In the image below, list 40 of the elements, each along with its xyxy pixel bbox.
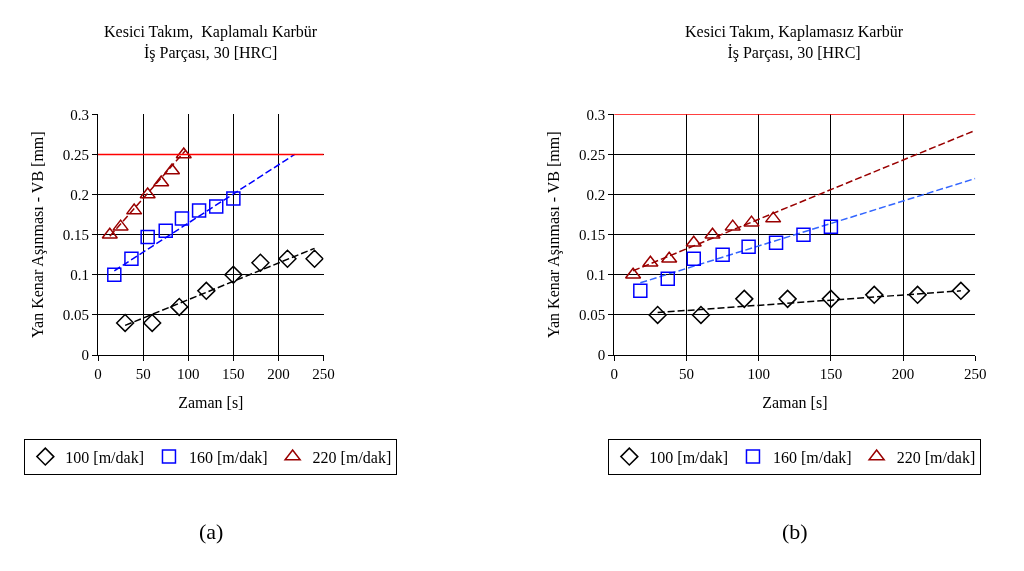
text: (a): [199, 519, 224, 544]
y-tick-label: 0.3: [586, 106, 606, 123]
y-tick-label: 0.05: [579, 307, 606, 324]
y-tick-label: 0.2: [70, 186, 90, 203]
chart-title: Kesici Takım, Kaplamasız Karbür İş Parçası, 30 [HRC]: [685, 23, 904, 62]
y-tick-label: 0.05: [62, 307, 90, 324]
y-tick-label: 0.25: [62, 146, 90, 163]
y-tick-label: 0.15: [579, 226, 606, 243]
x-tick-label: 200: [891, 366, 915, 383]
x-axis-title: Zaman [s]: [178, 393, 244, 411]
y-tick-label: 0.1: [586, 267, 606, 284]
y-tick-label: 0.2: [586, 186, 606, 203]
x-tick-label: 0: [94, 366, 102, 383]
y-tick-label: 0.1: [70, 267, 90, 284]
y-tick-label: 0: [81, 347, 90, 364]
text: (b): [782, 519, 808, 544]
legend-label: 220 [m/dak]: [312, 448, 392, 466]
x-tick-label: 50: [135, 366, 151, 383]
legend-label: 160 [m/dak]: [772, 448, 852, 466]
x-tick-label: 50: [679, 366, 695, 383]
x-tick-label: 150: [819, 366, 843, 383]
x-tick-label: 100: [747, 366, 770, 383]
y-axis-title: Yan Kenar Aşınması - VB [mm]: [28, 131, 47, 338]
x-tick-label: 100: [177, 366, 200, 383]
x-tick-label: 0: [610, 366, 619, 383]
chart-title: Kesici Takım, Kaplamalı Karbür İş Parçası, 30 [HRC]: [104, 23, 318, 62]
x-tick-label: 250: [312, 366, 335, 383]
legend-label: 100 [m/dak]: [65, 448, 144, 466]
y-tick-label: 0.15: [62, 226, 90, 243]
x-axis-title: Zaman [s]: [762, 393, 828, 411]
y-tick-label: 0: [597, 347, 606, 364]
legend-label: 100 [m/dak]: [649, 448, 728, 466]
x-tick-label: 200: [267, 366, 290, 383]
y-tick-label: 0.3: [70, 106, 90, 123]
y-tick-label: 0.25: [579, 146, 606, 163]
y-axis-title: Yan Kenar Aşınması - VB [mm]: [544, 131, 563, 338]
legend-label: 160 [m/dak]: [188, 448, 268, 466]
x-tick-label: 250: [964, 366, 987, 383]
x-tick-label: 150: [222, 366, 245, 383]
legend-label: 220 [m/dak]: [896, 448, 976, 466]
